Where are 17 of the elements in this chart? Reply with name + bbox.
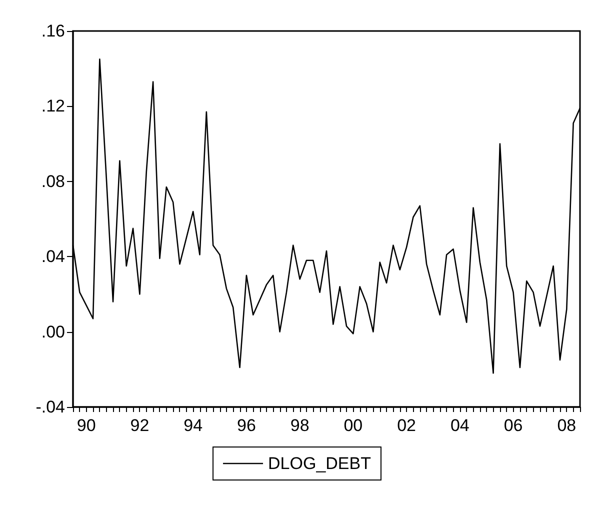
y-tick-label: .12 xyxy=(41,96,65,116)
x-tick-label: 98 xyxy=(290,416,310,435)
y-tick-label: .00 xyxy=(41,322,65,342)
x-tick-label: 92 xyxy=(130,416,150,435)
legend-label: DLOG_DEBT xyxy=(268,454,371,473)
x-tick-label: 04 xyxy=(450,416,470,435)
x-tick-label: 90 xyxy=(76,416,96,435)
x-tick-label: 00 xyxy=(344,416,363,435)
x-tick-label: 06 xyxy=(504,416,523,435)
x-tick-label: 96 xyxy=(236,416,256,435)
x-tick-label: 94 xyxy=(184,416,203,435)
y-tick-label: .08 xyxy=(41,172,65,191)
y-tick-label: .04 xyxy=(41,247,65,266)
y-tick-label: .16 xyxy=(41,22,65,40)
x-tick-label: 02 xyxy=(397,416,416,435)
x-tick-label: 08 xyxy=(557,416,576,435)
y-tick-label: -.04 xyxy=(36,398,65,416)
